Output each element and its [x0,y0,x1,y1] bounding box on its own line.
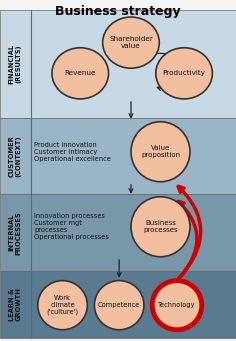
Ellipse shape [38,281,87,330]
Bar [0,118,236,194]
Ellipse shape [131,197,190,257]
Text: Innovation processes
Customer mgt
processes
Operational processes: Innovation processes Customer mgt proces… [34,213,109,240]
Bar [0,194,236,271]
Text: LEARN &
GROWTH: LEARN & GROWTH [9,287,22,321]
Text: Technology: Technology [158,302,196,308]
Ellipse shape [94,281,144,330]
Text: Value
proposition: Value proposition [141,145,180,158]
Ellipse shape [103,17,159,68]
Bar [0,10,236,118]
Ellipse shape [52,48,109,99]
Text: Revenue: Revenue [64,70,96,76]
Text: CUSTOMER
(CONTEXT): CUSTOMER (CONTEXT) [9,135,22,177]
Text: Business strategy: Business strategy [55,5,181,18]
Text: Work
climate
('culture'): Work climate ('culture') [46,295,79,315]
Text: Productivity: Productivity [163,70,206,76]
Text: Shareholder
value: Shareholder value [109,36,153,49]
Ellipse shape [156,48,212,99]
Text: Product innovation
Customer intimacy
Operational excellence: Product innovation Customer intimacy Ope… [34,142,111,162]
Text: FINANCIAL
(RESULTS): FINANCIAL (RESULTS) [9,44,22,84]
Bar [0,271,236,338]
Text: Competence: Competence [98,302,140,308]
Text: INTERNAL
PROCESSES: INTERNAL PROCESSES [9,211,22,254]
Ellipse shape [152,281,202,330]
Text: Business
processes: Business processes [143,220,178,233]
Ellipse shape [131,122,190,182]
